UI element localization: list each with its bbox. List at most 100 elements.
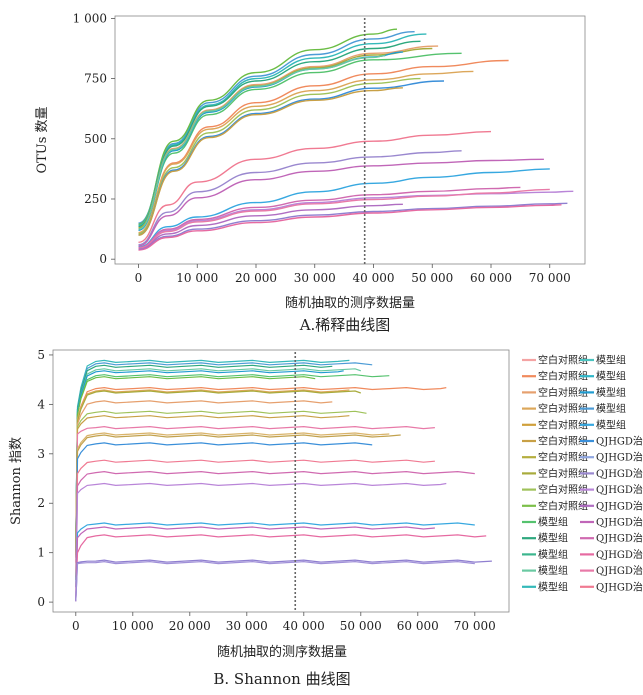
legend-item: QJHGD治疗组 <box>580 467 643 480</box>
shannon-series-line-9 <box>75 389 350 548</box>
legend-item: QJHGD治疗组 <box>580 483 643 496</box>
rarefaction-series-line-11 <box>138 70 474 234</box>
legend-item: 空白对照组 <box>522 386 588 399</box>
legend-label: 模型组 <box>538 532 568 545</box>
legend-label: 模型组 <box>538 580 568 593</box>
rarefaction-xtick-label: 40 000 <box>353 271 395 285</box>
shannon-ylabel: Shannon 指数 <box>9 437 24 525</box>
legend-item: 模型组 <box>580 370 626 383</box>
shannon-ytick-label: 3 <box>37 447 45 461</box>
legend-item: 模型组 <box>522 548 568 561</box>
legend-item: QJHGD治疗组 <box>580 532 643 545</box>
shannon-series-line-20 <box>75 482 447 602</box>
legend-label: 空白对照组 <box>538 354 588 367</box>
rarefaction-series-line-23 <box>138 204 562 251</box>
legend-item: 模型组 <box>580 418 626 431</box>
legend-label: 空白对照组 <box>538 483 588 496</box>
shannon-ytick-label: 1 <box>37 546 45 560</box>
shannon-xtick-label: 70 000 <box>454 619 496 633</box>
legend-item: 空白对照组 <box>522 467 588 480</box>
legend-label: 空白对照组 <box>538 418 588 431</box>
shannon-xtick-label: 10 000 <box>112 619 154 633</box>
rarefaction-xtick-label: 60 000 <box>470 271 512 285</box>
legend-item: 模型组 <box>522 532 568 545</box>
shannon-series-line-7 <box>75 376 316 543</box>
rarefaction-series-line-16 <box>138 150 462 246</box>
legend-item: 模型组 <box>580 402 626 415</box>
shannon-series-line-5 <box>75 370 344 541</box>
legend-label: 空白对照组 <box>538 386 588 399</box>
rarefaction-ytick-label: 500 <box>84 132 107 146</box>
legend-item: 空白对照组 <box>522 370 588 383</box>
shannon-series-line-21 <box>75 522 475 602</box>
rarefaction-series-line-9 <box>138 55 386 230</box>
shannon-series-line-10 <box>75 390 361 551</box>
legend-item: QJHGD治疗组 <box>580 580 643 593</box>
shannon-series-line-22 <box>75 526 435 602</box>
shannon-series-line-23 <box>75 534 487 602</box>
shannon-series-line-1 <box>75 359 350 536</box>
shannon-xtick-label: 0 <box>72 619 80 633</box>
rarefaction-ylabel: OTUs 数量 <box>35 106 50 173</box>
legend-label: 模型组 <box>538 564 568 577</box>
legend-item: 空白对照组 <box>522 435 588 448</box>
legend-label: QJHGD治疗组 <box>596 467 643 480</box>
legend-label: 空白对照组 <box>538 499 588 512</box>
legend-label: 模型组 <box>596 386 626 399</box>
legend-label: 模型组 <box>596 370 626 383</box>
rarefaction-series-line-17 <box>138 158 544 247</box>
legend-item: QJHGD治疗组 <box>580 435 643 448</box>
legend-label: QJHGD治疗组 <box>596 548 643 561</box>
legend-label: QJHGD治疗组 <box>596 532 643 545</box>
rarefaction-ytick-label: 250 <box>84 192 107 206</box>
rarefaction-ytick-label: 750 <box>84 72 107 86</box>
shannon-ytick-label: 2 <box>37 496 45 510</box>
legend-label: QJHGD治疗组 <box>596 499 643 512</box>
legend-label: 空白对照组 <box>538 451 588 464</box>
shannon-series-line-8 <box>75 386 447 548</box>
shannon-xlabel: 随机抽取的测序数据量 <box>217 644 347 660</box>
rarefaction-series-line-1 <box>138 31 415 224</box>
legend-item: QJHGD治疗组 <box>580 516 643 529</box>
legend-label: QJHGD治疗组 <box>596 564 643 577</box>
rarefaction-chart: 0 10 000 20 000 30 000 40 000 50 000 60 000 70 … <box>35 11 586 334</box>
shannon-series-line-2 <box>75 362 373 538</box>
shannon-ytick-label: 4 <box>37 397 45 411</box>
rarefaction-ytick-label: 1 000 <box>73 11 107 25</box>
shannon-series-line-12 <box>75 410 367 556</box>
rarefaction-series-line-12 <box>138 77 421 235</box>
shannon-series-line-14 <box>75 425 435 563</box>
legend-label: QJHGD治疗组 <box>596 483 643 496</box>
rarefaction-series-line-14 <box>138 87 403 236</box>
shannon-series-line-6 <box>75 374 390 543</box>
shannon-series-line-17 <box>75 442 373 588</box>
legend-label: 空白对照组 <box>538 402 588 415</box>
legend-item: QJHGD治疗组 <box>580 451 643 464</box>
rarefaction-xtick-label: 10 000 <box>176 271 218 285</box>
legend-item: 模型组 <box>522 564 568 577</box>
legend-label: QJHGD治疗组 <box>596 580 643 593</box>
rarefaction-plot-frame <box>114 15 586 265</box>
rarefaction-series-line-2 <box>138 28 398 225</box>
legend-label: QJHGD治疗组 <box>596 516 643 529</box>
legend-label: 空白对照组 <box>538 435 588 448</box>
shannon-legend: 空白对照组空白对照组空白对照组空白对照组空白对照组空白对照组空白对照组空白对照组… <box>522 354 643 593</box>
rarefaction-series-line-20 <box>138 186 521 249</box>
rarefaction-series-line-22 <box>138 202 568 251</box>
legend-item: 空白对照组 <box>522 418 588 431</box>
legend-item: 空白对照组 <box>522 354 588 367</box>
legend-item: 空白对照组 <box>522 499 588 512</box>
shannon-series-line-3 <box>75 364 333 538</box>
shannon-series-line-24 <box>75 559 492 602</box>
legend-label: 模型组 <box>596 354 626 367</box>
rarefaction-series-line-18 <box>138 168 550 248</box>
legend-item: QJHGD治疗组 <box>580 564 643 577</box>
rarefaction-xtick-label: 30 000 <box>294 271 336 285</box>
legend-label: 模型组 <box>538 516 568 529</box>
legend-item: 空白对照组 <box>522 451 588 464</box>
shannon-ytick-label: 5 <box>37 348 45 362</box>
legend-item: 模型组 <box>580 386 626 399</box>
legend-item: 模型组 <box>522 580 568 593</box>
legend-label: QJHGD治疗组 <box>596 451 643 464</box>
